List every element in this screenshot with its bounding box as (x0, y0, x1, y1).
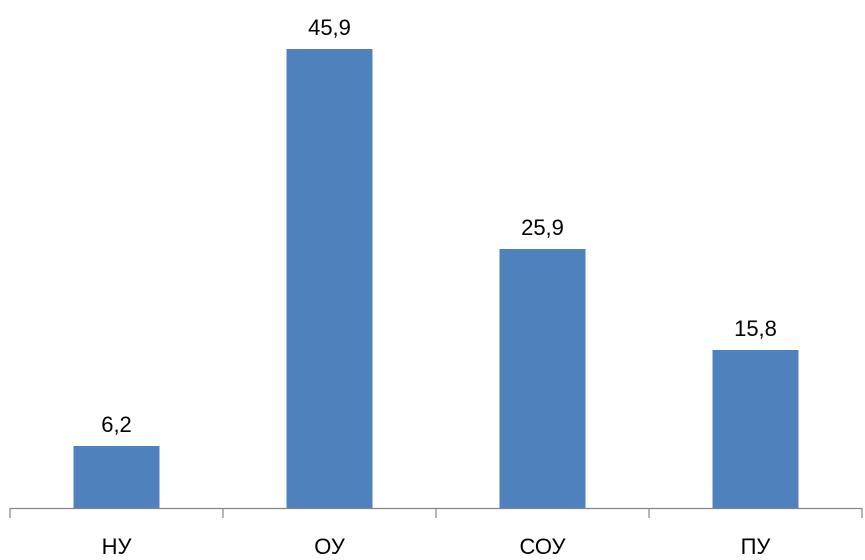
data-label-3: 25,9 (521, 215, 564, 240)
bar-4 (712, 350, 799, 508)
x-tick-label-4: ПУ (741, 534, 772, 559)
data-labels-group: 6,2 45,9 25,9 15,8 (101, 15, 777, 437)
x-tick-label-2: ОУ (314, 534, 346, 559)
bars-group (73, 49, 799, 508)
bar-3 (499, 249, 586, 508)
data-label-1: 6,2 (101, 412, 132, 437)
data-label-4: 15,8 (734, 316, 777, 341)
data-label-2: 45,9 (308, 15, 351, 40)
x-tick-label-1: НУ (102, 534, 133, 559)
x-axis-tick-labels: НУ ОУ СОУ ПУ (102, 534, 772, 559)
x-tick-label-3: СОУ (519, 534, 566, 559)
x-axis (9, 507, 863, 518)
bar-1 (73, 446, 160, 508)
bar-2 (286, 49, 373, 508)
